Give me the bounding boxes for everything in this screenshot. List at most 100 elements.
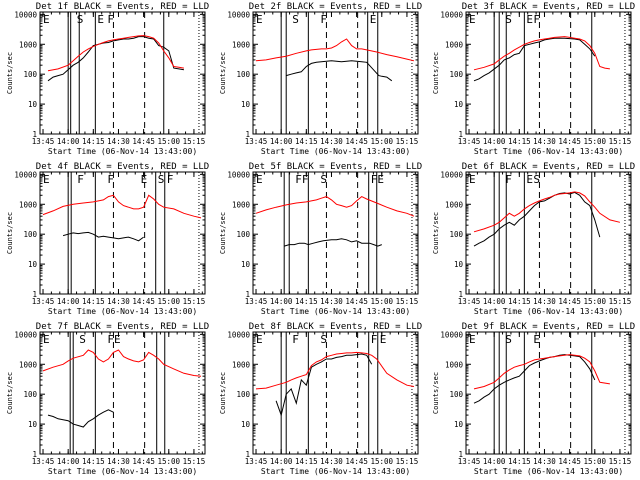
phase-marker-label: S: [533, 173, 540, 186]
plot-frame: [252, 11, 419, 135]
events-series-line: [47, 36, 184, 82]
x-tick-label: 15:00: [370, 457, 393, 466]
y-tick-label: 100: [236, 390, 250, 399]
x-tick-label: 15:15: [396, 457, 419, 466]
x-tick-label: 15:00: [583, 297, 606, 306]
x-tick-label: 14:30: [533, 137, 556, 146]
panel-title: Det 4f BLACK = Events, RED = LLD: [36, 162, 209, 172]
y-tick-label: 10: [241, 100, 251, 109]
y-axis-label: Counts/sec: [432, 212, 440, 254]
phase-marker-label: F: [533, 13, 540, 26]
y-tick-label: 1: [458, 130, 463, 139]
x-tick-label: 14:15: [295, 457, 318, 466]
y-tick-label: 10: [28, 100, 38, 109]
x-tick-label: 14:00: [270, 137, 293, 146]
y-tick-label: 10: [241, 420, 251, 429]
x-tick-label: 14:45: [132, 297, 155, 306]
phase-marker-label: F: [107, 173, 114, 186]
x-tick-label: 13:45: [245, 297, 268, 306]
x-tick-label: 14:30: [107, 297, 130, 306]
y-axis-label: Counts/sec: [432, 372, 440, 414]
lld-series-line: [255, 351, 415, 390]
events-series-line: [473, 354, 596, 404]
y-axis-label: Counts/sec: [6, 212, 14, 254]
panel-title: Det 5f BLACK = Events, RED = LLD: [249, 162, 422, 172]
y-axis-label: Counts/sec: [6, 52, 14, 94]
x-tick-label: 14:00: [270, 457, 293, 466]
y-tick-label: 1: [245, 290, 250, 299]
x-tick-label: 15:15: [183, 137, 206, 146]
x-tick-label: 15:15: [396, 137, 419, 146]
y-tick-label: 10000: [14, 170, 37, 179]
y-tick-label: 100: [23, 390, 37, 399]
events-series-line: [473, 191, 601, 247]
events-series-line: [47, 409, 114, 428]
panel-title: Det 7f BLACK = Events, RED = LLD: [36, 322, 209, 332]
phase-marker-label: E: [141, 173, 148, 186]
x-tick-label: 15:15: [609, 457, 632, 466]
panel-title: Det 9f BLACK = Events, RED = LLD: [462, 322, 635, 332]
phase-marker-label: F: [505, 173, 512, 186]
x-tick-label: 14:30: [533, 297, 556, 306]
y-tick-label: 100: [449, 70, 463, 79]
y-tick-label: 10000: [14, 330, 37, 339]
plot-frame: [39, 11, 206, 135]
y-tick-label: 10000: [227, 170, 250, 179]
plot-frame: [39, 171, 206, 295]
y-tick-label: 1000: [19, 360, 38, 369]
y-tick-label: 1000: [19, 40, 38, 49]
x-tick-label: 14:30: [320, 137, 343, 146]
x-tick-label: 15:00: [583, 457, 606, 466]
x-tick-label: 13:45: [245, 457, 268, 466]
lld-series-line: [255, 38, 415, 62]
phase-marker-label: E: [43, 13, 50, 26]
x-tick-label: 14:30: [533, 457, 556, 466]
x-tick-label: 14:00: [483, 297, 506, 306]
y-axis-label: Counts/sec: [432, 52, 440, 94]
y-tick-label: 10000: [440, 170, 463, 179]
x-tick-label: 14:45: [345, 137, 368, 146]
phase-marker-label: FF: [295, 173, 308, 186]
y-tick-label: 1000: [232, 40, 251, 49]
y-axis-label: Counts/sec: [219, 212, 227, 254]
x-tick-label: 14:00: [483, 457, 506, 466]
phase-marker-label: E: [526, 173, 533, 186]
x-tick-label: 14:15: [82, 457, 105, 466]
phase-marker-label: F: [320, 13, 327, 26]
x-tick-label: 14:45: [558, 137, 581, 146]
x-tick-label: 14:15: [82, 297, 105, 306]
events-series-line: [284, 238, 382, 247]
x-tick-label: 14:00: [57, 297, 80, 306]
y-axis-label: Counts/sec: [6, 372, 14, 414]
x-tick-label: 14:45: [132, 137, 155, 146]
y-tick-label: 100: [23, 230, 37, 239]
x-tick-label: 14:30: [107, 457, 130, 466]
y-tick-label: 10000: [227, 330, 250, 339]
y-tick-label: 100: [23, 70, 37, 79]
panel-title: Det 2f BLACK = Events, RED = LLD: [249, 2, 422, 12]
phase-marker-label: F: [292, 333, 299, 346]
y-tick-label: 1000: [19, 200, 38, 209]
phase-marker-label: FE: [107, 333, 120, 346]
phase-marker-label: F: [167, 173, 174, 186]
y-tick-label: 100: [449, 390, 463, 399]
y-tick-label: 100: [236, 230, 250, 239]
x-tick-label: 14:15: [508, 457, 531, 466]
x-tick-label: 13:45: [458, 137, 481, 146]
panel-title: Det 1f BLACK = Events, RED = LLD: [36, 2, 209, 12]
x-axis-label: Start Time (06-Nov-14 13:43:00): [474, 147, 623, 156]
detector-panel-9: E S E 1 10 100 1000 10000 13:45 14:00 14:15 14:30 14…: [432, 322, 635, 476]
x-tick-label: 14:45: [345, 297, 368, 306]
y-tick-label: 1000: [445, 200, 464, 209]
x-axis-label: Start Time (06-Nov-14 13:43:00): [474, 467, 623, 476]
plot-frame: [39, 331, 206, 455]
phase-marker-label: F: [371, 333, 378, 346]
y-tick-label: 1: [32, 450, 37, 459]
lld-series-line: [255, 196, 415, 217]
y-tick-label: 1000: [445, 360, 464, 369]
x-tick-label: 14:45: [558, 457, 581, 466]
y-tick-label: 10000: [227, 10, 250, 19]
phase-marker-label: S: [505, 13, 512, 26]
